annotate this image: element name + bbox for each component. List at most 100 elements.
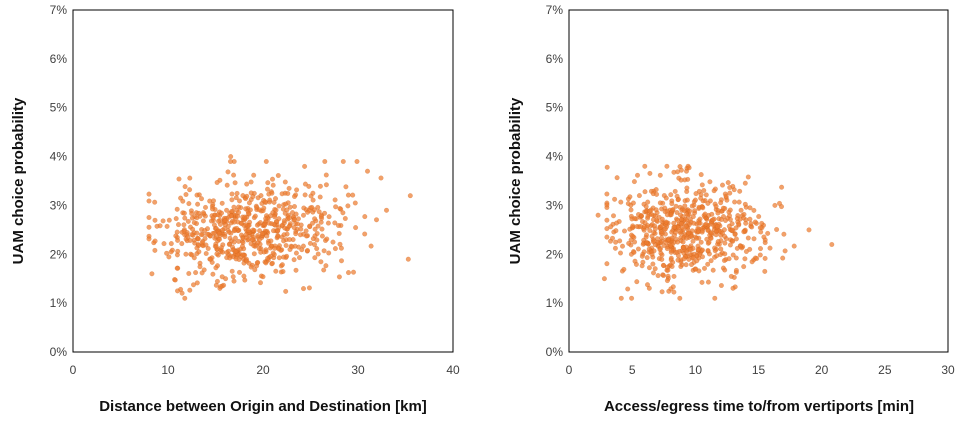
scatter-point (190, 282, 197, 288)
scatter-point (631, 249, 637, 255)
scatter-point (280, 254, 287, 260)
scatter-point (307, 240, 313, 246)
scatter-point (689, 203, 695, 209)
scatter-point (152, 217, 158, 223)
scatter-point (723, 193, 729, 199)
scatter-point (705, 247, 711, 254)
scatter-point (681, 256, 687, 262)
scatter-point (781, 231, 787, 237)
scatter-point (674, 217, 680, 223)
scatter-point (595, 212, 601, 218)
x-axis-title: Access/egress time to/from vertiports [m… (604, 398, 914, 415)
scatter-point (601, 276, 607, 282)
scatter-point (664, 212, 670, 218)
x-tick-label: 0 (70, 363, 77, 377)
scatter-point (263, 158, 269, 165)
scatter-point (324, 236, 330, 242)
scatter-point (711, 188, 717, 194)
scatter-point (283, 288, 289, 294)
scatter-points (146, 154, 413, 301)
scatter-point (613, 220, 620, 226)
scatter-point (272, 245, 278, 251)
scatter-point (309, 220, 316, 226)
scatter-point (269, 243, 275, 249)
scatter-point (146, 191, 152, 197)
x-tick-label: 30 (941, 363, 955, 377)
scatter-point (254, 260, 260, 266)
scatter-point (659, 235, 665, 241)
scatter-point (672, 188, 678, 194)
scatter-point (309, 204, 315, 210)
scatter-point (267, 197, 273, 203)
scatter-point (354, 158, 360, 165)
scatter-point (226, 241, 232, 248)
scatter-point (251, 251, 257, 257)
scatter-point (179, 241, 185, 247)
scatter-point (683, 262, 689, 268)
scatter-point (668, 192, 674, 198)
scatter-point (635, 246, 641, 252)
scatter-point (218, 284, 224, 290)
scatter-point (287, 204, 293, 210)
scatter-point (609, 235, 616, 241)
scatter-point (306, 285, 312, 291)
scatter-point (303, 228, 309, 234)
scatter-point (668, 247, 674, 253)
scatter-point (664, 278, 670, 284)
scatter-point (332, 220, 338, 226)
scatter-point (614, 175, 620, 181)
scatter-point (319, 226, 325, 232)
scatter-point (718, 216, 724, 223)
x-tick-label: 15 (752, 363, 766, 377)
scatter-point (696, 220, 702, 226)
scatter-point (340, 210, 346, 216)
scatter-point (707, 179, 713, 185)
scatter-point (216, 236, 223, 242)
scatter-point (782, 248, 788, 254)
scatter-point (182, 215, 188, 221)
scatter-point (669, 201, 675, 207)
scatter-point (701, 265, 708, 271)
scatter-point (643, 204, 649, 210)
scatter-point (194, 192, 200, 198)
scatter-point (698, 195, 704, 201)
scatter-point (236, 269, 243, 275)
scatter-point (202, 204, 209, 210)
scatter-point (673, 229, 679, 235)
scatter-point (664, 163, 670, 169)
scatter-point (198, 196, 205, 202)
scatter-point (660, 272, 667, 279)
scatter-point (248, 179, 254, 185)
scatter-point (604, 234, 610, 240)
scatter-point (705, 261, 711, 267)
scatter-point (216, 230, 222, 236)
scatter-point (315, 251, 321, 257)
scatter-point (269, 190, 275, 196)
scatter-point (191, 220, 197, 226)
y-tick-label: 7% (546, 3, 564, 17)
scatter-point (684, 197, 690, 203)
scatter-point (727, 207, 733, 213)
scatter-point (713, 203, 719, 209)
scatter-point (281, 238, 287, 244)
scatter-point (741, 264, 747, 270)
scatter-point (310, 197, 316, 203)
scatter-point (186, 270, 192, 277)
scatter-point (613, 228, 619, 234)
scatter-point (312, 216, 318, 222)
scatter-point (757, 252, 763, 258)
scatter-point (696, 188, 702, 194)
scatter-point (709, 211, 715, 217)
scatter-point (722, 233, 728, 239)
scatter-point (733, 267, 739, 273)
scatter-point (245, 210, 251, 216)
scatter-point (289, 244, 295, 250)
scatter-point (242, 214, 248, 220)
scatter-panel-distance: 0% 1% 2% 3% 4% 5% 6% 7% 0 10 20 30 40 Distance betw… (10, 3, 460, 415)
scatter-point (314, 237, 320, 243)
scatter-point (321, 248, 327, 254)
scatter-point (674, 209, 680, 216)
scatter-point (214, 179, 220, 186)
scatter-point (751, 207, 757, 213)
scatter-point (200, 210, 206, 216)
